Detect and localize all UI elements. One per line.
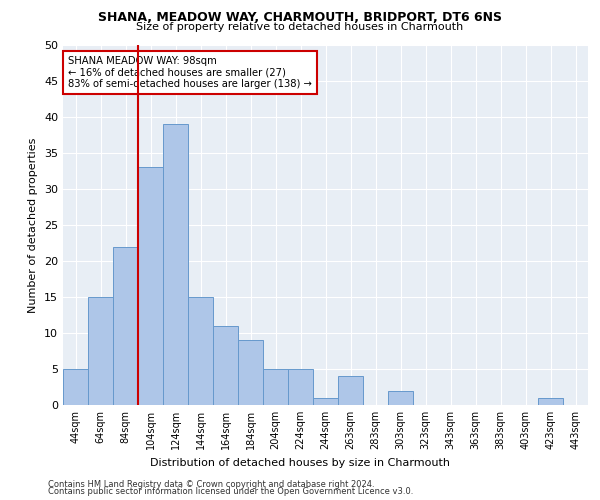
Bar xyxy=(388,390,413,405)
Bar xyxy=(238,340,263,405)
Bar xyxy=(63,369,88,405)
Text: SHANA MEADOW WAY: 98sqm
← 16% of detached houses are smaller (27)
83% of semi-de: SHANA MEADOW WAY: 98sqm ← 16% of detache… xyxy=(68,56,312,89)
Bar xyxy=(338,376,363,405)
Text: Size of property relative to detached houses in Charmouth: Size of property relative to detached ho… xyxy=(136,22,464,32)
Bar xyxy=(163,124,188,405)
Text: Contains HM Land Registry data © Crown copyright and database right 2024.: Contains HM Land Registry data © Crown c… xyxy=(48,480,374,489)
Bar xyxy=(288,369,313,405)
Bar xyxy=(113,246,138,405)
Text: SHANA, MEADOW WAY, CHARMOUTH, BRIDPORT, DT6 6NS: SHANA, MEADOW WAY, CHARMOUTH, BRIDPORT, … xyxy=(98,11,502,24)
Text: Distribution of detached houses by size in Charmouth: Distribution of detached houses by size … xyxy=(150,458,450,468)
Bar xyxy=(88,297,113,405)
Bar xyxy=(188,297,213,405)
Bar xyxy=(538,398,563,405)
Text: Contains public sector information licensed under the Open Government Licence v3: Contains public sector information licen… xyxy=(48,487,413,496)
Y-axis label: Number of detached properties: Number of detached properties xyxy=(28,138,38,312)
Bar xyxy=(263,369,288,405)
Bar xyxy=(138,168,163,405)
Bar xyxy=(313,398,338,405)
Bar xyxy=(213,326,238,405)
